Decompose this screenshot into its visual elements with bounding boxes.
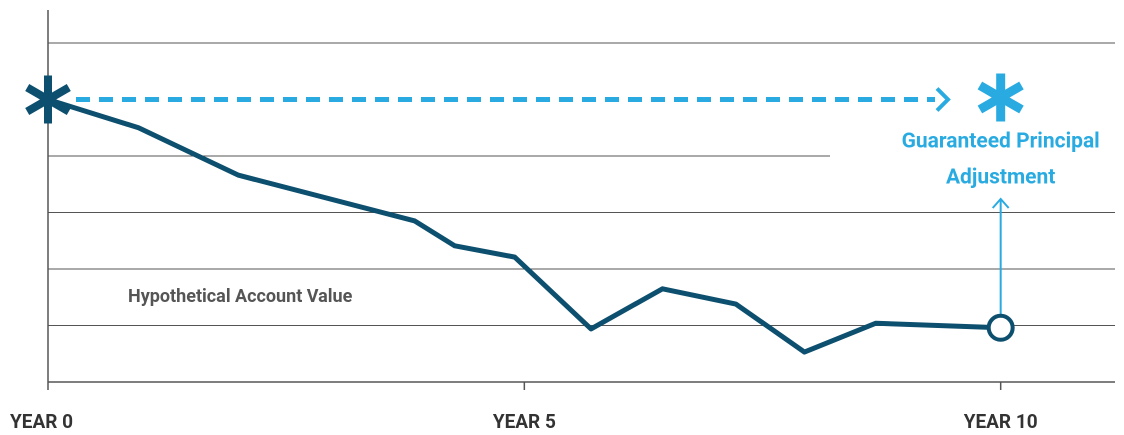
adjust-arrow-head bbox=[991, 197, 1010, 209]
annotation: Guaranteed Principal bbox=[902, 130, 1100, 154]
asterisk-stroke bbox=[977, 81, 1024, 114]
asterisk-stroke bbox=[25, 84, 71, 115]
series-label: Hypothetical Account Value bbox=[128, 286, 353, 307]
x-tick-label: YEAR 0 bbox=[10, 410, 73, 433]
series-line bbox=[47, 97, 1001, 355]
end-point bbox=[986, 313, 1015, 342]
x-tick-label: YEAR 5 bbox=[493, 410, 556, 433]
annotation: Adjustment bbox=[946, 166, 1055, 190]
x-tick-label: YEAR 10 bbox=[964, 410, 1038, 433]
arrow-head bbox=[935, 87, 951, 112]
